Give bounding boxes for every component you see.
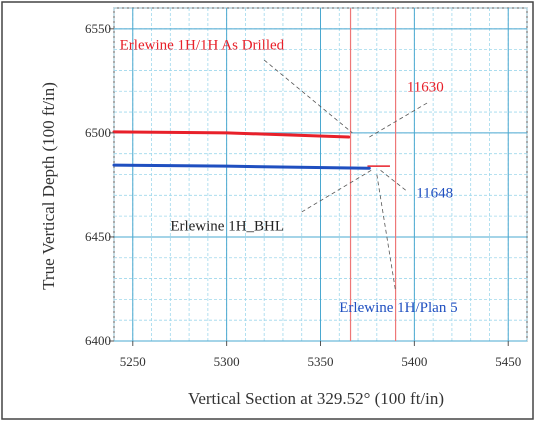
tick-labels: 5250 5300 5350 5400 5450 6400 6450 6500 6550 <box>85 21 521 369</box>
x-tick-label: 5450 <box>495 354 521 369</box>
reference-lines <box>349 8 397 341</box>
y-axis-title: True Vertical Depth (100 ft/in) <box>39 82 58 290</box>
outer-border <box>1 1 534 420</box>
y-tick-label: 6450 <box>85 229 111 244</box>
annotations: Erlewine 1H/1H As Drilled 11630 11648 Erlew… <box>120 38 458 316</box>
annotation-label: 11630 <box>407 79 444 95</box>
leader-line <box>376 174 396 292</box>
x-tick-label: 5400 <box>401 354 427 369</box>
leader-line <box>263 59 353 134</box>
y-tick-label: 6400 <box>85 333 111 348</box>
y-tick-label: 6550 <box>85 21 111 36</box>
series-lines <box>112 130 371 170</box>
chart-frame <box>1 1 534 420</box>
x-axis-title: Vertical Section at 329.52° (100 ft/in) <box>188 389 444 408</box>
series-line-2 <box>112 163 371 170</box>
leader-line <box>380 170 408 192</box>
series-line-1 <box>112 130 351 139</box>
x-tick-label: 5300 <box>214 354 240 369</box>
x-tick-label: 5250 <box>120 354 146 369</box>
annotation-label: Erlewine 1H/1H As Drilled <box>120 38 285 54</box>
annotation-label: Erlewine 1H_BHL <box>170 219 284 235</box>
annotation-label: 11648 <box>416 185 453 201</box>
x-tick-label: 5350 <box>308 354 334 369</box>
leader-lines <box>263 59 430 292</box>
annotation-label: Erlewine 1H/Plan 5 <box>339 300 457 316</box>
y-tick-label: 6500 <box>85 125 111 140</box>
leader-line <box>369 101 430 138</box>
